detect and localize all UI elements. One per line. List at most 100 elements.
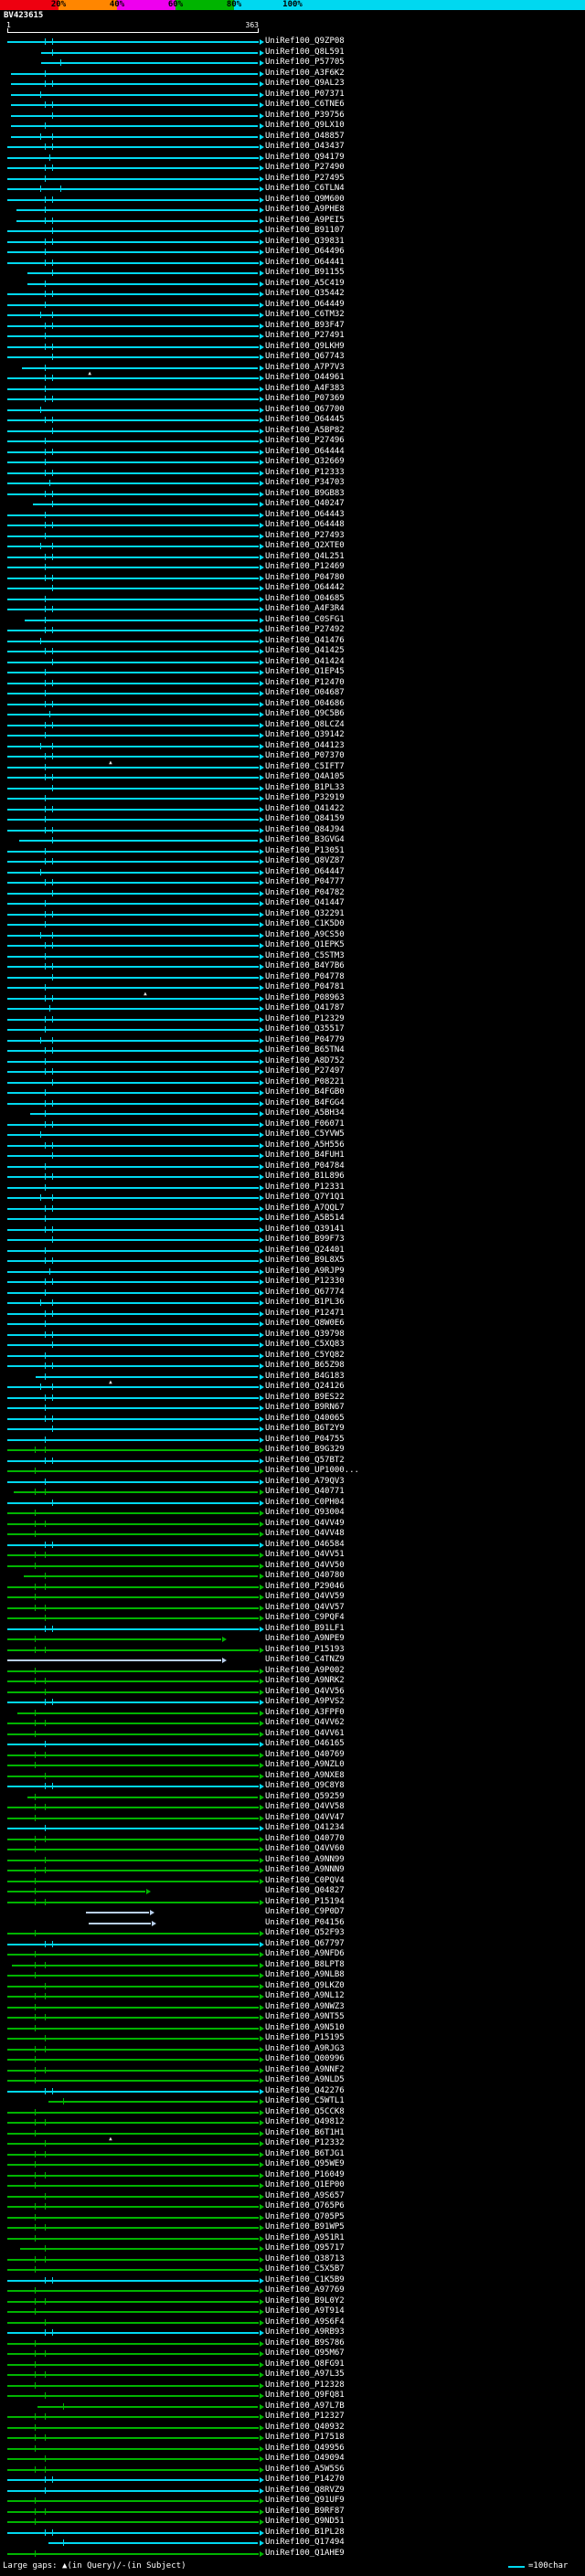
hit-bar[interactable] bbox=[7, 1428, 259, 1430]
hit-row[interactable]: UniRef100_C9PQF4 bbox=[0, 1613, 585, 1624]
hit-bar[interactable] bbox=[7, 1617, 259, 1619]
hit-label[interactable]: UniRef100_Q4VV60 bbox=[265, 1844, 345, 1853]
hit-bar[interactable] bbox=[7, 2143, 259, 2145]
hit-bar[interactable] bbox=[7, 871, 259, 874]
hit-bar[interactable] bbox=[7, 493, 259, 495]
hit-row[interactable]: UniRef100_A9PVS2 bbox=[0, 1697, 585, 1708]
hit-label[interactable]: UniRef100_O43437 bbox=[265, 142, 345, 151]
hit-row[interactable]: UniRef100_O04685 bbox=[0, 594, 585, 605]
hit-row[interactable]: UniRef100_O64496 bbox=[0, 247, 585, 258]
hit-bar[interactable] bbox=[7, 924, 259, 926]
hit-label[interactable]: UniRef100_B9RN67 bbox=[265, 1403, 345, 1412]
hit-label[interactable]: UniRef100_F06071 bbox=[265, 1118, 345, 1129]
hit-label[interactable]: UniRef100_Q40247 bbox=[265, 499, 345, 508]
hit-label[interactable]: UniRef100_B9G329 bbox=[265, 1445, 345, 1454]
hit-label[interactable]: UniRef100_C5YQ82 bbox=[265, 1350, 345, 1360]
hit-bar[interactable] bbox=[7, 177, 259, 180]
hit-label[interactable]: UniRef100_Q4VV48 bbox=[265, 1529, 345, 1538]
hit-label[interactable]: UniRef100_Q39831 bbox=[265, 236, 345, 246]
hit-row[interactable]: UniRef100_A9NPE9 bbox=[0, 1634, 585, 1645]
hit-bar[interactable] bbox=[7, 997, 259, 1000]
hit-row[interactable]: UniRef100_A3F6K2 bbox=[0, 69, 585, 80]
hit-row[interactable]: UniRef100_Q40770 bbox=[0, 1834, 585, 1845]
hit-row[interactable]: UniRef100_P17518 bbox=[0, 2433, 585, 2443]
hit-row[interactable]: UniRef100_Q40065 bbox=[0, 1414, 585, 1425]
hit-row[interactable]: UniRef100_Q8LCZ4 bbox=[0, 720, 585, 731]
hit-bar[interactable] bbox=[21, 366, 259, 369]
hit-label[interactable]: UniRef100_A97L35 bbox=[265, 2369, 345, 2379]
hit-bar[interactable] bbox=[7, 2447, 259, 2450]
hit-label[interactable]: UniRef100_O64447 bbox=[265, 866, 345, 876]
hit-bar[interactable] bbox=[7, 1670, 259, 1672]
hit-label[interactable]: UniRef100_B1L896 bbox=[265, 1171, 345, 1181]
hit-row[interactable]: UniRef100_Q94179 bbox=[0, 153, 585, 164]
hit-label[interactable]: UniRef100_A7P7V3 bbox=[265, 362, 345, 372]
hit-row[interactable]: UniRef100_B6TJG1 bbox=[0, 2149, 585, 2160]
hit-label[interactable]: UniRef100_Q7Y1Q1 bbox=[265, 1193, 345, 1202]
hit-label[interactable]: UniRef100_O46165 bbox=[265, 1739, 345, 1748]
hit-row[interactable]: UniRef100_Q9C5B6 bbox=[0, 709, 585, 720]
hit-label[interactable]: UniRef100_P12328 bbox=[265, 2380, 345, 2390]
hit-label[interactable]: UniRef100_B9S786 bbox=[265, 2337, 345, 2348]
hit-row[interactable]: UniRef100_A9NXE8 bbox=[0, 1771, 585, 1782]
hit-bar[interactable] bbox=[7, 1723, 259, 1724]
hit-label[interactable]: UniRef100_Q40065 bbox=[265, 1413, 345, 1423]
hit-label[interactable]: UniRef100_A97769 bbox=[265, 2285, 345, 2295]
hit-row[interactable]: UniRef100_Q2XTE0 bbox=[0, 541, 585, 552]
hit-bar[interactable] bbox=[7, 2080, 259, 2082]
hit-label[interactable]: UniRef100_C5IFT7 bbox=[265, 761, 345, 771]
hit-bar[interactable] bbox=[7, 2311, 259, 2313]
hit-row[interactable]: UniRef100_Q4VV58 bbox=[0, 1802, 585, 1813]
hit-label[interactable]: UniRef100_Q42276 bbox=[265, 2085, 345, 2095]
hit-bar[interactable] bbox=[7, 1008, 259, 1010]
hit-bar[interactable] bbox=[12, 1964, 259, 1966]
hit-bar[interactable] bbox=[7, 882, 259, 884]
hit-label[interactable]: UniRef100_Q00996 bbox=[265, 2054, 345, 2063]
hit-bar[interactable] bbox=[7, 1754, 259, 1756]
hit-label[interactable]: UniRef100_Q40771 bbox=[265, 1487, 345, 1496]
hit-bar[interactable] bbox=[7, 2090, 259, 2093]
hit-label[interactable]: UniRef100_Q4VV49 bbox=[265, 1518, 345, 1528]
hit-label[interactable]: UniRef100_Q39142 bbox=[265, 730, 345, 739]
hit-label[interactable]: UniRef100_P04755 bbox=[265, 1434, 345, 1444]
hit-bar[interactable] bbox=[7, 2300, 259, 2303]
hit-row[interactable]: UniRef100_Q9LKZ0 bbox=[0, 1981, 585, 1992]
hit-bar[interactable] bbox=[7, 1775, 259, 1777]
hit-row[interactable]: UniRef100_Q9AL23 bbox=[0, 79, 585, 90]
hit-row[interactable]: UniRef100_F06071 bbox=[0, 1119, 585, 1130]
hit-row[interactable]: UniRef100_Q9M600 bbox=[0, 195, 585, 206]
hit-label[interactable]: UniRef100_Q91UF9 bbox=[265, 2496, 345, 2505]
hit-label[interactable]: UniRef100_P12330 bbox=[265, 1277, 345, 1286]
hit-row[interactable]: UniRef100_Q4VV61 bbox=[0, 1729, 585, 1740]
hit-row[interactable]: UniRef100_B1PL36 bbox=[0, 1298, 585, 1309]
hit-bar[interactable] bbox=[7, 1071, 259, 1073]
hit-row[interactable]: UniRef100_Q39831 bbox=[0, 237, 585, 248]
hit-row[interactable]: UniRef100_Q67774 bbox=[0, 1288, 585, 1299]
hit-row[interactable]: UniRef100_Q9ND51 bbox=[0, 2517, 585, 2528]
hit-label[interactable]: UniRef100_Q84159 bbox=[265, 814, 345, 823]
hit-label[interactable]: UniRef100_A7QQL7 bbox=[265, 1203, 345, 1213]
hit-row[interactable]: UniRef100_Q4L251 bbox=[0, 552, 585, 563]
hit-label[interactable]: UniRef100_C5XQ83 bbox=[265, 1340, 345, 1349]
hit-row[interactable]: UniRef100_Q1EPK5 bbox=[0, 940, 585, 951]
hit-row[interactable]: UniRef100_P07370 bbox=[0, 751, 585, 762]
hit-label[interactable]: UniRef100_Q41476 bbox=[265, 635, 345, 645]
hit-row[interactable]: UniRef100_B9ES22 bbox=[0, 1393, 585, 1404]
hit-row[interactable]: UniRef100_Q41476 bbox=[0, 636, 585, 647]
hit-bar[interactable] bbox=[7, 2437, 259, 2439]
hit-row[interactable]: UniRef100_Q17494 bbox=[0, 2538, 585, 2549]
hit-bar[interactable] bbox=[7, 2500, 259, 2502]
hit-label[interactable]: UniRef100_Q04827 bbox=[265, 1886, 345, 1895]
hit-label[interactable]: UniRef100_Q4VV62 bbox=[265, 1718, 345, 1727]
hit-bar[interactable] bbox=[7, 1018, 259, 1021]
hit-label[interactable]: UniRef100_A8D752 bbox=[265, 1055, 345, 1065]
hit-bar[interactable] bbox=[7, 987, 259, 989]
hit-bar[interactable] bbox=[10, 104, 259, 106]
hit-label[interactable]: UniRef100_Q40769 bbox=[265, 1749, 345, 1759]
hit-bar[interactable] bbox=[7, 1891, 145, 1892]
hit-label[interactable]: UniRef100_A5BH34 bbox=[265, 1108, 345, 1118]
hit-row[interactable]: UniRef100_C1K5B9 bbox=[0, 2275, 585, 2286]
hit-row[interactable]: UniRef100_A9NL12 bbox=[0, 1991, 585, 2002]
hit-label[interactable]: UniRef100_O64445 bbox=[265, 415, 345, 424]
hit-label[interactable]: UniRef100_Q35442 bbox=[265, 289, 345, 298]
